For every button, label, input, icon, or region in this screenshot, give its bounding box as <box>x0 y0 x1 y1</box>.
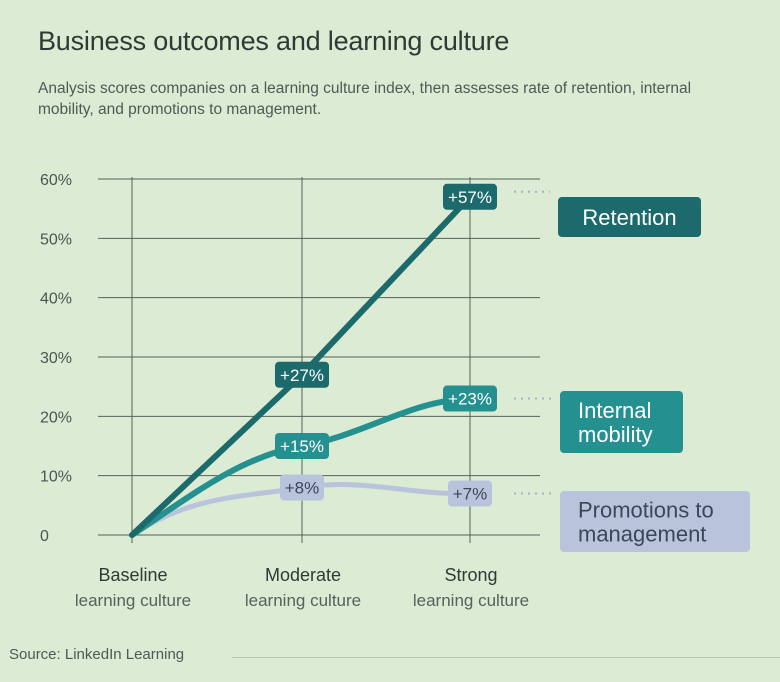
data-label-badge <box>443 183 497 210</box>
legend-box-retention <box>558 197 701 237</box>
legend-box-promotions <box>560 491 750 552</box>
x-tick-sublabel: learning culture <box>245 591 361 610</box>
data-label-badge <box>448 480 492 507</box>
source-divider <box>232 657 780 658</box>
chart-title: Business outcomes and learning culture <box>38 26 510 56</box>
line-chart: 0 10% 20% 30% 40% 50% 60% Baseline learning cult… <box>40 172 750 610</box>
legend-label: management <box>578 522 706 547</box>
data-label-badge <box>280 474 324 501</box>
data-label: +15% <box>280 437 324 456</box>
y-tick-label: 50% <box>40 231 72 248</box>
data-label: +8% <box>285 479 320 498</box>
x-tick-label: Baseline <box>98 565 167 585</box>
source-note: Source: LinkedIn Learning <box>9 646 185 663</box>
y-tick-label: 0 <box>40 528 49 545</box>
y-tick-label: 10% <box>40 469 72 486</box>
data-label-badge <box>443 385 497 412</box>
data-label: +23% <box>448 390 492 409</box>
x-tick-label: Moderate <box>265 565 341 585</box>
x-tick-sublabel: learning culture <box>413 591 529 610</box>
legend-label: Promotions to <box>578 498 714 523</box>
legend-label: Internal <box>578 398 651 423</box>
series-line-internal-mobility <box>129 395 473 538</box>
y-tick-label: 60% <box>40 172 72 189</box>
legend-label: mobility <box>578 422 653 447</box>
x-tick-label: Strong <box>444 565 497 585</box>
legend-box-internal-mobility <box>560 391 683 453</box>
data-label: +57% <box>448 188 492 207</box>
data-label-badge <box>275 433 329 459</box>
data-label: +7% <box>453 484 488 503</box>
data-label-badge <box>275 361 329 388</box>
chart-subtitle: Analysis scores companies on a learning … <box>38 80 692 118</box>
y-tick-label: 40% <box>40 291 72 308</box>
x-tick-sublabel: learning culture <box>75 591 191 610</box>
y-tick-label: 30% <box>40 350 72 367</box>
legend-label: Retention <box>582 205 676 230</box>
data-label: +27% <box>280 366 324 385</box>
y-tick-label: 20% <box>40 409 72 426</box>
